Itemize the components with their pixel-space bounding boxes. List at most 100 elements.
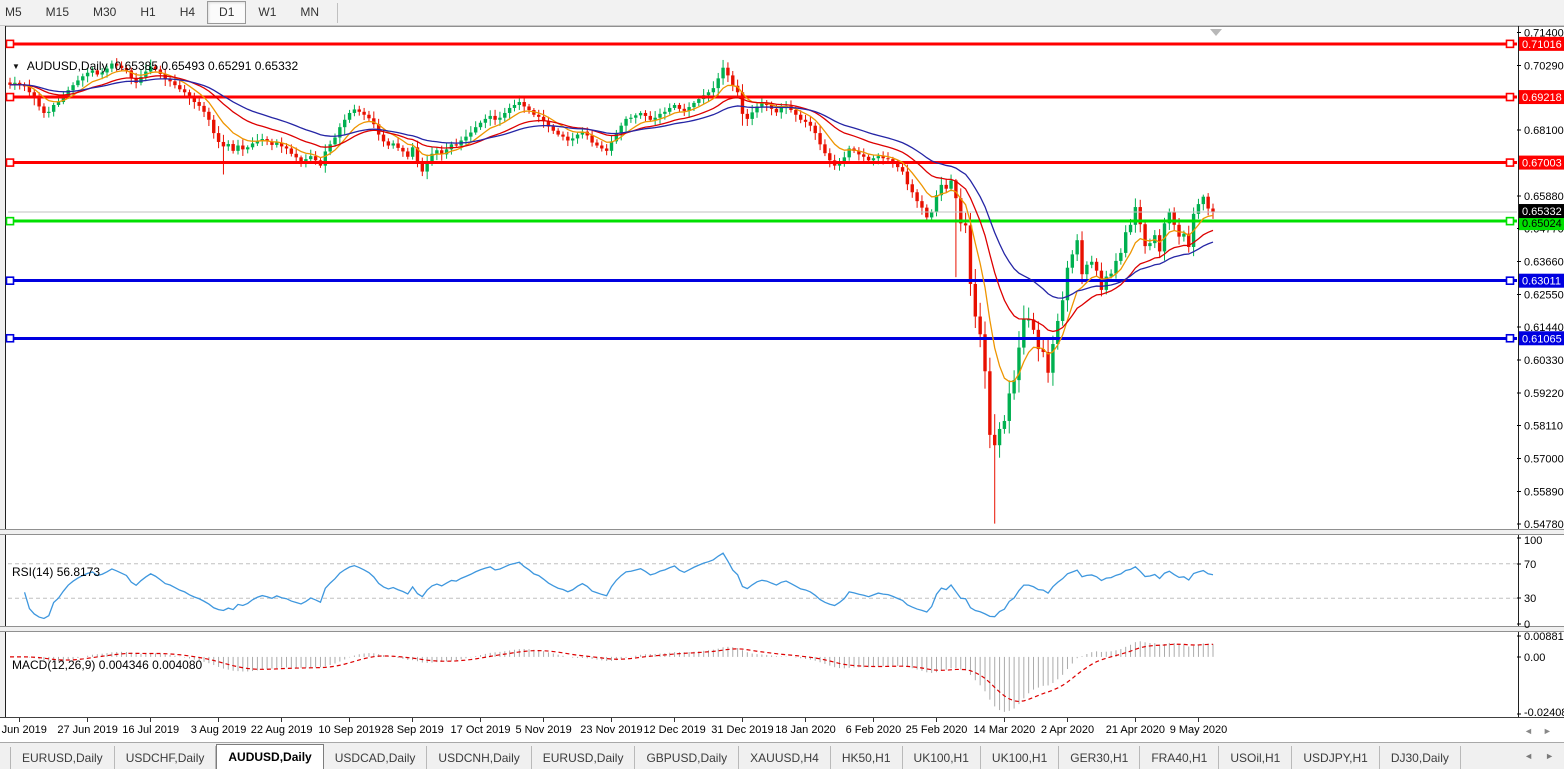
chart-tab-dj30-daily[interactable]: DJ30,Daily [1380, 746, 1461, 769]
candle-body [624, 118, 628, 126]
hline-handle[interactable] [1505, 276, 1515, 285]
timeframe-button-m15[interactable]: M15 [45, 5, 70, 19]
candle-body [275, 142, 279, 145]
date-tick-label[interactable]: 2 Apr 2020 [1041, 724, 1094, 736]
timeframe-button-h1[interactable]: H1 [140, 5, 156, 19]
date-tick-label[interactable]: 6 Feb 2020 [846, 724, 902, 736]
date-tick-label[interactable]: 5 Nov 2019 [515, 724, 571, 736]
chart-tab-usdchf-daily[interactable]: USDCHF,Daily [115, 746, 217, 769]
timeframe-button-w1[interactable]: W1 [258, 5, 277, 19]
panel-splitter[interactable] [0, 529, 1564, 535]
candle-body [566, 136, 570, 141]
candle-body [469, 132, 473, 137]
date-tick-label[interactable]: 16 Jul 2019 [122, 724, 179, 736]
candle-body [333, 137, 337, 145]
tab-scroll-left-icon[interactable]: ◄ [1524, 751, 1534, 761]
candle-body [1041, 349, 1045, 353]
date-tick-label[interactable]: 10 Sep 2019 [318, 724, 380, 736]
price-tick-label: 0.62550 [1524, 289, 1564, 301]
date-axis-scroll[interactable]: ◄► [1524, 726, 1562, 736]
hline-handle[interactable] [1505, 39, 1515, 49]
date-tick-label[interactable]: 28 Sep 2019 [381, 724, 443, 736]
chart-tab-gbpusd-daily[interactable]: GBPUSD,Daily [635, 746, 740, 769]
chart-tab-usdjpy-h1[interactable]: USDJPY,H1 [1292, 746, 1380, 769]
scroll-left-icon[interactable]: ◄ [1524, 726, 1543, 736]
price-tick-label: 0.68100 [1524, 125, 1564, 137]
timeframe-button-m5[interactable]: M5 [5, 5, 22, 19]
chart-tab-uk100-h1[interactable]: UK100,H1 [981, 746, 1060, 769]
chart-tab-eurusd-daily[interactable]: EURUSD,Daily [532, 746, 636, 769]
candle-body [973, 283, 978, 317]
candle-body [735, 85, 740, 93]
candle-body [61, 96, 66, 103]
candle-body [221, 141, 226, 147]
candle-body [270, 141, 274, 145]
hline-handle[interactable] [5, 216, 15, 226]
date-tick-label[interactable]: 23 Nov 2019 [580, 724, 642, 736]
candle-body [949, 180, 953, 189]
hline-handle[interactable] [5, 158, 15, 167]
candle-body [925, 207, 929, 218]
chart-tab-audusd-daily[interactable]: AUDUSD,Daily [216, 744, 324, 769]
candle-body [1119, 252, 1123, 261]
candle-body [153, 66, 158, 70]
timeframe-button-h4[interactable]: H4 [179, 5, 196, 19]
candle-body [968, 225, 973, 284]
date-tick-label[interactable]: 12 Dec 2019 [643, 724, 705, 736]
price-label-box [1519, 90, 1564, 105]
date-tick-label[interactable]: 18 Jan 2020 [775, 724, 836, 736]
tab-scroll-right-icon[interactable]: ► [1545, 751, 1554, 761]
chart-tab-xauusd-h4[interactable]: XAUUSD,H4 [739, 746, 831, 769]
candle-body [1167, 211, 1172, 224]
hline-handle[interactable] [1505, 216, 1515, 226]
hline-handle[interactable] [5, 333, 15, 343]
timeframe-button-mn[interactable]: MN [300, 5, 320, 19]
date-tick-label[interactable]: 14 Mar 2020 [974, 724, 1036, 736]
chart-tab-eurusd-daily[interactable]: EURUSD,Daily [11, 746, 115, 769]
chart-tab-usdcnh-daily[interactable]: USDCNH,Daily [427, 746, 532, 769]
timeframe-button-m30[interactable]: M30 [93, 5, 117, 19]
candle-body [755, 106, 759, 113]
candle-body [100, 72, 104, 75]
tab-scroll-arrows[interactable]: ◄ ► [1514, 743, 1564, 769]
hline-handle[interactable] [5, 276, 15, 285]
candle-body [842, 157, 847, 163]
candle-body [910, 184, 914, 193]
symbol-dropdown-icon[interactable]: ▼ [12, 61, 20, 71]
chart-tab-usdcad-daily[interactable]: USDCAD,Daily [324, 746, 428, 769]
panel-splitter[interactable] [0, 626, 1564, 632]
chart-tab-fra40-h1[interactable]: FRA40,H1 [1140, 746, 1220, 769]
chart-tab-ger30-h1[interactable]: GER30,H1 [1059, 746, 1141, 769]
hline-handle[interactable] [1505, 333, 1515, 343]
hline-handle[interactable] [5, 39, 15, 49]
timeframe-button-d1[interactable]: D1 [207, 1, 247, 24]
tab-stub [0, 747, 11, 769]
chart-tab-hk50-h1[interactable]: HK50,H1 [831, 746, 903, 769]
candle-body [381, 134, 386, 142]
date-tick-label[interactable]: 8 Jun 2019 [0, 724, 47, 736]
candle-body [828, 153, 832, 161]
date-tick-label[interactable]: 9 May 2020 [1170, 724, 1227, 736]
date-tick-label[interactable]: 25 Feb 2020 [906, 724, 968, 736]
candle-body [386, 141, 391, 146]
hline-handle[interactable] [1505, 92, 1515, 102]
date-tick-label[interactable]: 3 Aug 2019 [191, 724, 247, 736]
date-tick-label[interactable]: 27 Jun 2019 [57, 724, 118, 736]
price-tick-label: 0.58110 [1524, 421, 1563, 433]
date-tick-label[interactable]: 17 Oct 2019 [451, 724, 511, 736]
candle-body [517, 102, 522, 105]
candle-body [85, 72, 90, 77]
chart-tab-usoil-h1[interactable]: USOil,H1 [1219, 746, 1293, 769]
candle-body [944, 184, 948, 189]
chart-tab-uk100-h1[interactable]: UK100,H1 [903, 746, 981, 769]
date-tick-label[interactable]: 22 Aug 2019 [251, 724, 313, 736]
candle-body [1046, 352, 1050, 373]
hline-handle[interactable] [1505, 158, 1515, 167]
scroll-right-icon[interactable]: ► [1542, 726, 1562, 736]
date-tick-label[interactable]: 31 Dec 2019 [711, 724, 773, 736]
hline-handle[interactable] [5, 92, 15, 102]
candle-body [110, 63, 114, 69]
candle-body [328, 144, 332, 152]
date-tick-label[interactable]: 21 Apr 2020 [1106, 724, 1165, 736]
chart-canvas[interactable]: 0.714000.702900.681000.658800.647700.636… [0, 26, 1564, 742]
